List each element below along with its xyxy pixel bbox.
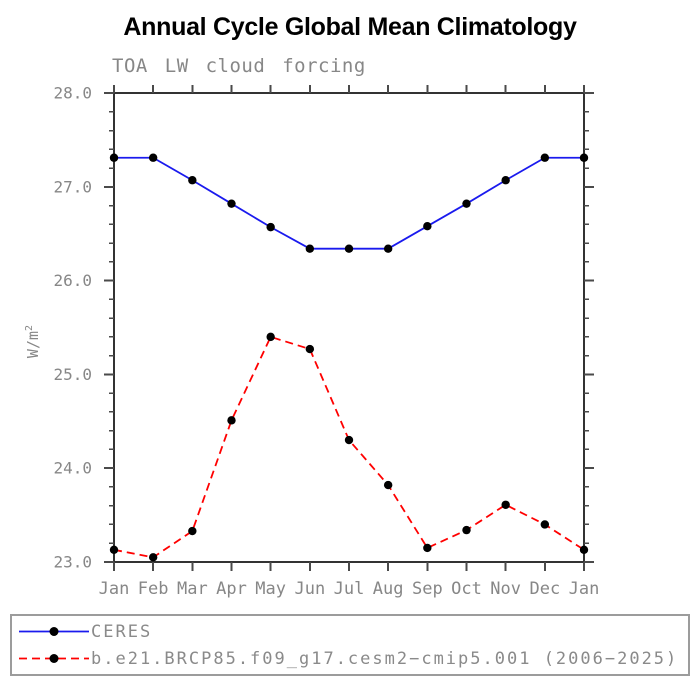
y-tick-labels: 23.0 24.0 25.0 26.0 27.0 28.0 (53, 84, 92, 572)
month-label: Mar (177, 579, 208, 599)
month-label: Aug (373, 579, 404, 599)
x-ticks (113, 85, 585, 571)
data-point-marker (579, 153, 589, 162)
series-line (114, 156, 584, 250)
data-point-marker (540, 153, 550, 162)
data-point-marker (227, 199, 236, 208)
data-point-marker (227, 416, 236, 425)
data-point-marker (344, 244, 354, 253)
data-point-marker (109, 153, 119, 162)
legend-item-ceres: CERES (17, 618, 688, 645)
data-point-marker (148, 553, 158, 562)
data-point-marker (188, 176, 197, 185)
month-label: Jun (294, 579, 325, 599)
data-point-marker (109, 545, 119, 555)
data-point-marker (462, 525, 471, 535)
data-point-marker (462, 199, 471, 208)
data-point-marker (579, 545, 589, 555)
month-label: Nov (490, 579, 521, 599)
legend-item-model: b.e21.BRCP85.f09_g17.cesm2−cmip5.001 (20… (17, 645, 688, 672)
y-tick-label: 24.0 (53, 459, 92, 478)
y-tick-label: 25.0 (53, 365, 92, 384)
series-model (109, 332, 589, 562)
chart-title: Annual Cycle Global Mean Climatology (123, 13, 577, 41)
y-tick-label: 27.0 (53, 177, 92, 196)
data-point-marker (305, 244, 315, 253)
y-tick-label: 26.0 (53, 271, 92, 290)
month-label: Jan (569, 579, 600, 599)
data-point-marker (344, 435, 354, 445)
legend: CERES b.e21.BRCP85.f09_g17.cesm2−cmip5.0… (10, 614, 690, 676)
series-ceres (109, 153, 589, 253)
data-point-marker (305, 344, 315, 354)
data-point-marker (148, 153, 158, 162)
month-label: Jan (99, 579, 130, 599)
data-point-marker (423, 221, 432, 231)
y-axis-title: W/m2 (24, 325, 42, 358)
month-label: May (255, 579, 286, 599)
y-ticks (104, 92, 594, 563)
data-point-marker (383, 244, 393, 253)
month-label: Jul (334, 579, 365, 599)
data-point-marker (188, 526, 197, 536)
month-label: Apr (216, 579, 247, 599)
month-label: Dec (529, 579, 560, 599)
legend-dashed-line-icon (19, 654, 89, 663)
month-label: Oct (451, 579, 482, 599)
y-axis-label: W/m2 (24, 325, 42, 358)
data-point-marker (501, 176, 510, 185)
data-point-marker (501, 500, 510, 509)
legend-solid-line-icon (19, 627, 89, 636)
data-point-marker (383, 480, 393, 490)
data-point-marker (540, 520, 550, 529)
axis-frame (113, 92, 585, 563)
y-tick-label: 28.0 (53, 84, 92, 103)
legend-label-model: b.e21.BRCP85.f09_g17.cesm2−cmip5.001 (20… (91, 648, 679, 669)
series-line (113, 335, 585, 559)
data-point-marker (266, 332, 275, 342)
data-point-marker (266, 222, 275, 232)
month-label: Sep (412, 579, 443, 599)
data-point-marker (423, 543, 432, 553)
month-label: Feb (138, 579, 169, 599)
legend-label-ceres: CERES (91, 621, 153, 642)
chart-subtitle: TOA LW cloud forcing (112, 55, 366, 77)
x-tick-labels: Jan Feb Mar Apr May Jun Jul Aug Sep Oct Nov Dec Jan (99, 579, 600, 599)
y-tick-label: 23.0 (53, 553, 92, 572)
